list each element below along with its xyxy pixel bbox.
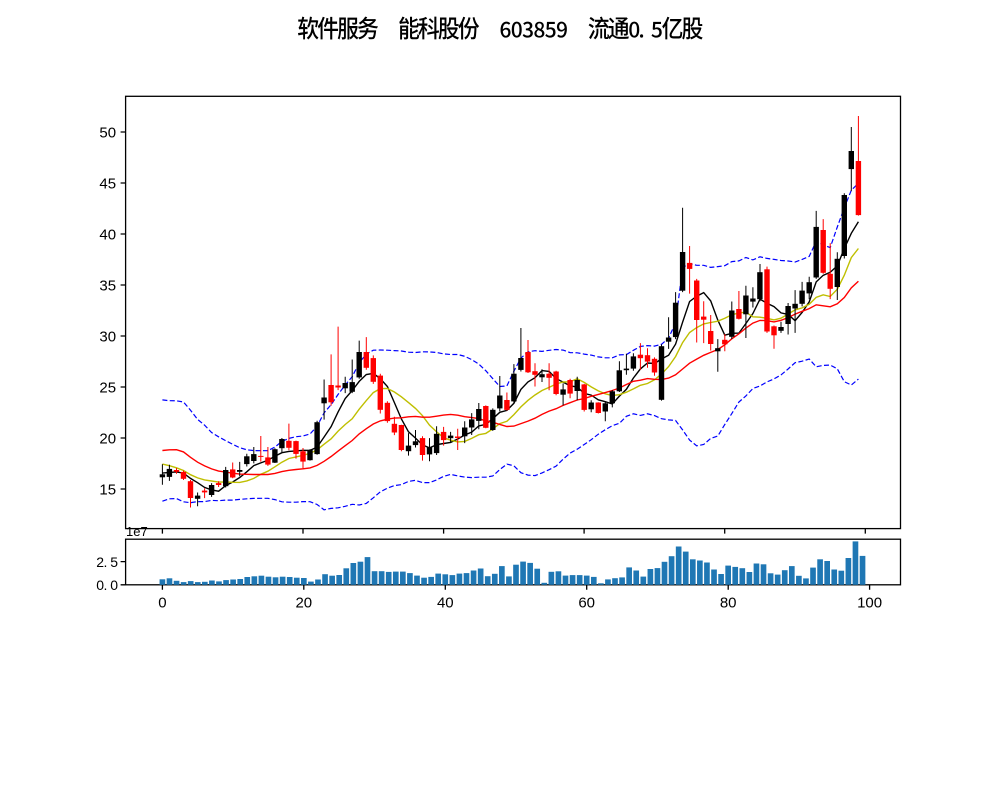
svg-text:45: 45 [99,175,116,192]
svg-text:30: 30 [99,328,116,345]
svg-text:15: 15 [99,481,116,498]
svg-text:35: 35 [99,277,116,294]
svg-text:100: 100 [857,595,882,612]
svg-text:20: 20 [99,430,116,447]
svg-text:0: 0 [158,595,166,612]
svg-text:50: 50 [99,124,116,141]
svg-text:20: 20 [295,595,312,612]
svg-text:80: 80 [720,595,737,612]
svg-text:40: 40 [437,595,454,612]
svg-text:40: 40 [99,226,116,243]
svg-text:2. 5: 2. 5 [96,554,118,570]
svg-text:0. 0: 0. 0 [96,577,118,593]
svg-text:60: 60 [578,595,595,612]
svg-text:25: 25 [99,379,116,396]
svg-text:1e7: 1e7 [126,524,148,539]
